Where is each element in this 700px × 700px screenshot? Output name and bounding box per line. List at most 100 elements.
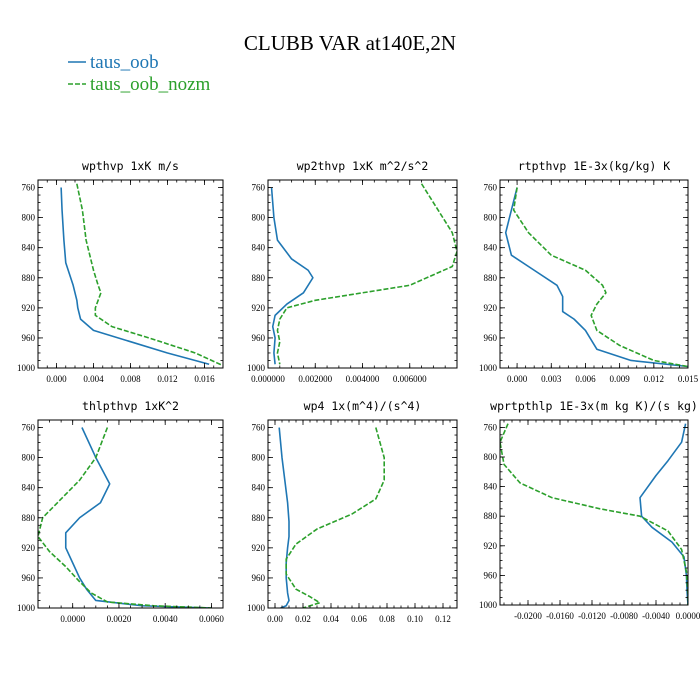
- y-tick-label: 920: [252, 303, 266, 313]
- x-tick-label: 0.012: [644, 374, 664, 384]
- x-tick-label: -0.0080: [610, 611, 638, 621]
- x-tick-label: 0.009: [610, 374, 631, 384]
- panel-5: wp4 1x(m^4)/(s^4) 0.00 0.02 0.04 0.06 0.08 0.1…: [247, 399, 458, 624]
- x-tick-label: 0.06: [351, 614, 367, 624]
- y-tick-label: 800: [484, 452, 498, 462]
- y-tick-label: 1000: [247, 363, 266, 373]
- series-line-taus-oob: [278, 427, 290, 608]
- panel-title: wpthvp 1xK m/s: [82, 159, 179, 173]
- series-line-taus-oob: [270, 187, 314, 365]
- x-tick-label: -0.0160: [546, 611, 574, 621]
- y-tick-label: 1000: [17, 603, 36, 613]
- x-tick-label: 0.006000: [393, 374, 427, 384]
- y-tick-label: 880: [484, 511, 498, 521]
- series-line-taus-oob-nozm: [512, 187, 688, 368]
- panel-title: rtpthvp 1E-3x(kg/kg) K: [518, 159, 670, 173]
- y-tick-label: 840: [252, 243, 266, 253]
- y-tick-label: 800: [22, 213, 36, 223]
- legend-label-taus-oob-nozm: taus_oob_nozm: [90, 74, 211, 95]
- x-tick-label: -0.0120: [578, 611, 606, 621]
- panel-title: thlpthvp 1xK^2: [82, 399, 179, 413]
- series-line-taus-oob-nozm: [500, 423, 688, 605]
- y-tick-label: 880: [252, 273, 266, 283]
- x-tick-label: 0.004000: [346, 374, 380, 384]
- axes-frame: [499, 179, 689, 369]
- y-tick-label: 760: [252, 423, 266, 433]
- x-tick-label: 0.12: [435, 614, 451, 624]
- y-tick-label: 1000: [247, 603, 266, 613]
- x-tick-label: 0.00: [267, 614, 283, 624]
- y-tick-label: 840: [252, 483, 266, 493]
- y-tick-label: 840: [484, 482, 498, 492]
- y-tick-label: 760: [252, 183, 266, 193]
- panel-title: wp2thvp 1xK m^2/s^2: [297, 159, 429, 173]
- series-line-taus-oob-nozm: [276, 183, 457, 365]
- y-tick-label: 960: [22, 573, 36, 583]
- panel-6: wprtpthlp 1E-3x(m kg K)/(s kg) -0.0200 -0.…: [479, 399, 700, 621]
- x-tick-label: 0.000000: [251, 374, 285, 384]
- panel-4: thlpthvp 1xK^2 0.0000 0.0020 0.0040 0.0060 76…: [17, 399, 224, 624]
- series-line-taus-oob-nozm: [285, 427, 385, 608]
- panel-title: wp4 1x(m^4)/(s^4): [304, 399, 422, 413]
- x-tick-label: 0.000: [507, 374, 528, 384]
- x-tick-label: 0.003: [541, 374, 562, 384]
- y-tick-label: 960: [252, 333, 266, 343]
- y-tick-label: 880: [484, 273, 498, 283]
- series-line-taus-oob: [60, 187, 210, 366]
- x-tick-label: 0.002000: [298, 374, 332, 384]
- y-tick-label: 880: [252, 513, 266, 523]
- axes-frame: [499, 419, 689, 606]
- y-tick-label: 920: [252, 543, 266, 553]
- x-tick-label: -0.0200: [514, 611, 542, 621]
- x-tick-label: 0.0020: [107, 614, 132, 624]
- x-tick-label: 0.012: [157, 374, 177, 384]
- series-line-taus-oob: [639, 423, 688, 605]
- y-tick-label: 840: [484, 243, 498, 253]
- y-tick-label: 760: [484, 422, 498, 432]
- y-tick-label: 960: [484, 570, 498, 580]
- x-tick-label: 0.10: [407, 614, 423, 624]
- x-tick-label: 0.016: [194, 374, 215, 384]
- series-line-taus-oob-nozm: [38, 427, 212, 608]
- legend: taus_oob taus_oob_nozm: [68, 52, 211, 95]
- x-tick-label: 0.02: [295, 614, 311, 624]
- x-tick-label: -0.0040: [642, 611, 670, 621]
- series-line-taus-oob: [504, 187, 688, 368]
- y-tick-label: 880: [22, 513, 36, 523]
- x-tick-label: 0.015: [678, 374, 699, 384]
- panel-3: rtpthvp 1E-3x(kg/kg) K 0.000 0.003 0.006 0.0…: [479, 159, 699, 384]
- series-line-taus-oob-nozm: [76, 183, 223, 367]
- y-tick-label: 760: [484, 183, 498, 193]
- y-tick-label: 960: [22, 333, 36, 343]
- y-tick-label: 840: [22, 243, 36, 253]
- y-tick-label: 800: [484, 213, 498, 223]
- panel-title: wprtpthlp 1E-3x(m kg K)/(s kg): [490, 399, 698, 413]
- y-tick-label: 1000: [479, 600, 498, 610]
- y-tick-label: 840: [22, 483, 36, 493]
- x-tick-label: 0.04: [323, 614, 339, 624]
- panel-2: wp2thvp 1xK m^2/s^2 0.000000 0.002000 0.004…: [247, 159, 458, 384]
- x-tick-label: 0.008: [120, 374, 141, 384]
- y-tick-label: 920: [22, 543, 36, 553]
- series-line-taus-oob: [64, 427, 212, 608]
- x-tick-label: 0.0000: [676, 611, 700, 621]
- y-tick-label: 1000: [17, 363, 36, 373]
- axes-frame: [267, 419, 458, 609]
- y-tick-label: 760: [22, 423, 36, 433]
- y-tick-label: 800: [252, 213, 266, 223]
- y-tick-label: 920: [22, 303, 36, 313]
- x-tick-label: 0.0040: [153, 614, 178, 624]
- figure-title: CLUBB VAR at140E,2N: [244, 31, 456, 55]
- y-tick-label: 920: [484, 541, 498, 551]
- y-tick-label: 800: [22, 453, 36, 463]
- x-tick-label: 0.006: [575, 374, 596, 384]
- axes-frame: [37, 419, 224, 609]
- axes-frame: [267, 179, 458, 369]
- panel-grid: wpthvp 1xK m/s 0.000 0.004 0.008 0.012 0.016 7…: [17, 159, 700, 624]
- y-tick-label: 880: [22, 273, 36, 283]
- y-tick-label: 920: [484, 303, 498, 313]
- y-tick-label: 960: [252, 573, 266, 583]
- y-tick-label: 760: [22, 183, 36, 193]
- x-tick-label: 0.0060: [199, 614, 224, 624]
